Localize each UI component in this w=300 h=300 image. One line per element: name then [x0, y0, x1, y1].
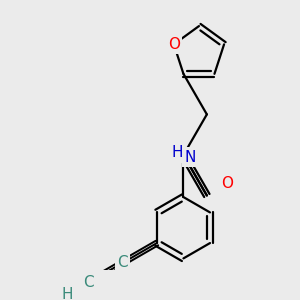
Text: C: C	[82, 275, 93, 290]
Text: C: C	[117, 256, 128, 271]
Text: H: H	[171, 145, 183, 160]
Text: H: H	[62, 287, 74, 300]
Text: O: O	[221, 176, 233, 191]
Text: N: N	[184, 150, 196, 165]
Text: O: O	[168, 37, 180, 52]
